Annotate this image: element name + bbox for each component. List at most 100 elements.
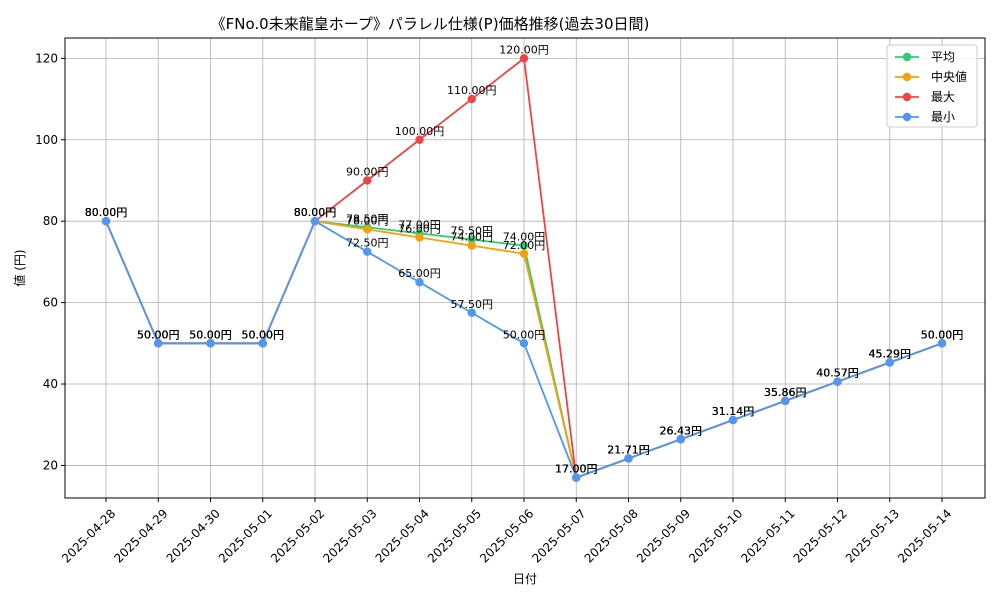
data-label: 76.00円 [398, 222, 441, 235]
data-point [519, 54, 529, 63]
data-point [833, 377, 842, 386]
data-point [258, 339, 267, 348]
data-label: 45.29円 [869, 347, 912, 360]
chart-title: 《FNo.0未来龍皇ホープ》パラレル仕様(P)価格推移(過去30日間) [211, 15, 650, 33]
data-label: 21.71円 [607, 443, 650, 456]
y-tick-label: 120 [35, 51, 58, 65]
y-axis-label: 値 (円) [12, 249, 27, 286]
data-label: 65.00円 [398, 267, 441, 280]
data-point [467, 235, 476, 244]
legend-label: 中央値 [931, 69, 967, 84]
data-label: 35.86円 [764, 386, 807, 399]
data-label: 50.00円 [242, 328, 285, 341]
x-tick-label: 2025-05-12 [791, 506, 850, 565]
data-point [885, 358, 894, 367]
data-label: 80.00円 [294, 206, 337, 219]
data-label: 50.00円 [242, 328, 285, 341]
y-tick-label: 60 [43, 296, 58, 310]
data-label: 26.43円 [660, 424, 703, 437]
x-tick-label: 2025-05-07 [529, 506, 588, 565]
data-label: 35.86円 [764, 386, 807, 399]
data-label: 72.50円 [346, 237, 389, 250]
x-tick-label: 2025-05-08 [582, 506, 641, 565]
data-point [415, 278, 424, 287]
data-label: 21.71円 [607, 443, 650, 456]
data-label: 90.00円 [346, 165, 389, 178]
data-point [676, 435, 685, 444]
data-label: 50.00円 [137, 328, 180, 341]
data-point [467, 241, 476, 250]
legend-label: 最小 [931, 110, 955, 124]
data-point [624, 454, 633, 463]
plot-frame [64, 37, 986, 499]
x-tick-label: 2025-05-04 [373, 506, 432, 565]
legend-label: 平均 [931, 50, 955, 64]
data-label: 80.00円 [85, 206, 128, 219]
data-point [467, 308, 476, 317]
data-point [206, 339, 215, 348]
data-label: 26.43円 [660, 424, 703, 437]
x-tick-label: 2025-04-29 [111, 506, 170, 565]
data-label: 80.00円 [294, 206, 337, 219]
data-point [519, 241, 529, 250]
data-label: 40.57円 [816, 367, 859, 380]
x-tick-label: 2025-05-03 [320, 506, 379, 565]
data-point [519, 249, 529, 258]
data-label: 17.00円 [555, 463, 598, 476]
y-tick-label: 40 [43, 377, 58, 391]
series-layer: 80.00円 50.00円 50.00円 50.00円 80.00円 78.50円 77.0… [85, 43, 964, 482]
data-label: 26.43円 [660, 424, 703, 437]
series-3: 80.00円 50.00円 50.00円 50.00円 80.00円 72.50円 65.0… [85, 206, 964, 482]
legend-swatch-marker [902, 92, 912, 102]
data-label: 17.00円 [555, 463, 598, 476]
x-tick-label: 2025-04-30 [164, 506, 223, 565]
data-label: 50.00円 [921, 328, 964, 341]
data-label: 120.00円 [499, 43, 549, 56]
data-label: 31.14円 [712, 405, 755, 418]
data-label: 74.00円 [503, 231, 546, 244]
data-label: 21.71円 [607, 443, 650, 456]
data-point [363, 225, 372, 234]
data-label: 31.14円 [712, 405, 755, 418]
x-tick-label: 2025-05-09 [634, 506, 693, 565]
data-label: 35.86円 [764, 386, 807, 399]
data-label: 50.00円 [921, 328, 964, 341]
grid [65, 38, 985, 498]
data-label: 40.57円 [816, 367, 859, 380]
x-tick-label: 2025-05-05 [425, 506, 484, 565]
legend-entry: 最大 [895, 90, 955, 104]
data-label: 80.00円 [85, 206, 128, 219]
data-point [519, 339, 529, 348]
data-label: 31.14円 [712, 405, 755, 418]
data-label: 57.50円 [451, 298, 494, 311]
series-1: 80.00円 50.00円 50.00円 50.00円 80.00円 78.00円 76.0… [85, 206, 964, 482]
x-tick-label: 2025-05-13 [843, 506, 902, 565]
x-tick-label: 2025-05-06 [477, 506, 536, 565]
data-label: 21.71円 [607, 443, 650, 456]
x-tick-label: 2025-05-10 [686, 506, 745, 565]
data-point [154, 339, 163, 348]
x-tick-label: 2025-05-11 [738, 506, 797, 565]
data-label: 80.00円 [85, 206, 128, 219]
data-label: 50.00円 [189, 328, 232, 341]
legend-swatch-marker [902, 72, 912, 82]
data-label: 80.00円 [294, 206, 337, 219]
data-point [101, 216, 111, 226]
data-label: 50.00円 [242, 328, 285, 341]
x-tick-label: 2025-04-28 [59, 506, 118, 565]
data-label: 17.00円 [555, 463, 598, 476]
x-tick-label: 2025-05-14 [895, 506, 954, 565]
data-label: 45.29円 [869, 347, 912, 360]
legend-entry: 中央値 [895, 69, 967, 84]
data-label: 31.14円 [712, 405, 755, 418]
data-label: 80.00円 [294, 206, 337, 219]
data-point [937, 339, 947, 348]
data-point [415, 135, 424, 144]
data-label: 72.00円 [503, 239, 546, 252]
axes: 204060801001202025-04-282025-04-292025-0… [35, 37, 986, 566]
data-point [572, 473, 581, 482]
legend-entry: 最小 [895, 110, 955, 124]
